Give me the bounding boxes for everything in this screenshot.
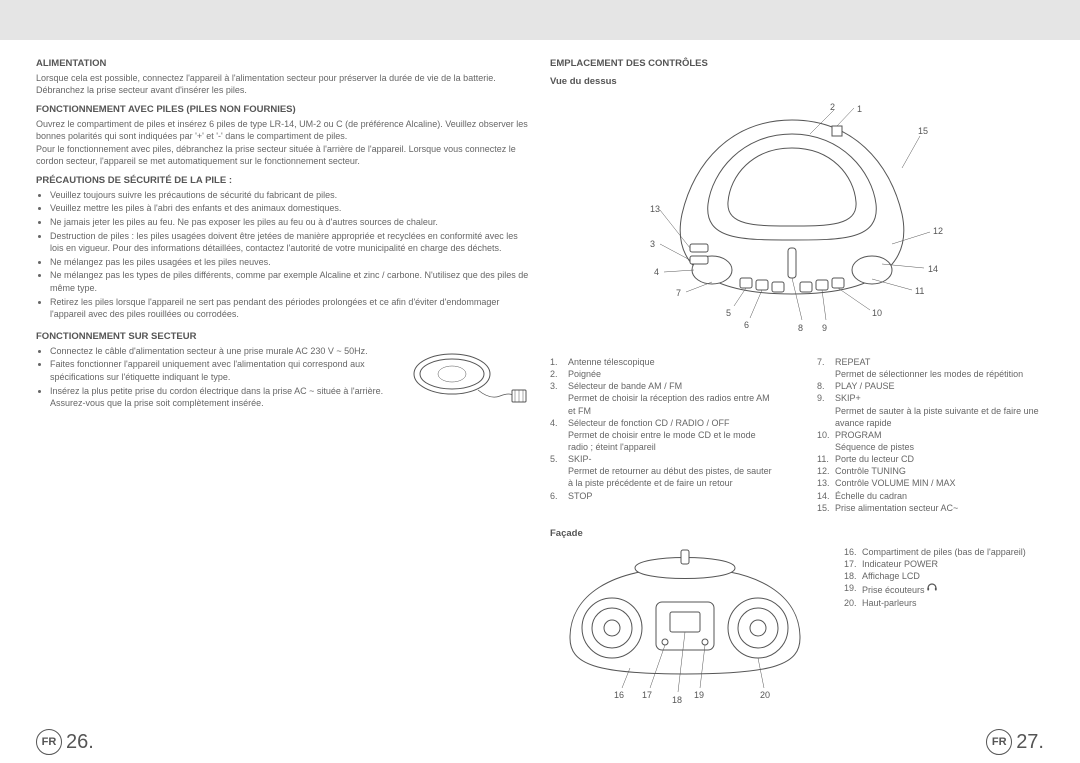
left-page-number: FR 26.	[36, 729, 94, 755]
headphone-icon	[927, 582, 937, 595]
svg-text:3: 3	[650, 239, 655, 249]
precaution-item: Ne mélangez pas les types de piles diffé…	[50, 269, 530, 294]
svg-text:8: 8	[798, 323, 803, 333]
svg-text:20: 20	[760, 690, 770, 700]
secteur-item: Faites fonctionner l'appareil uniquement…	[50, 358, 396, 383]
heading-secteur: FONCTIONNEMENT SUR SECTEUR	[36, 331, 530, 342]
right-page-number: FR 27.	[986, 729, 1044, 755]
precaution-item: Veuillez mettre les piles à l'abri des e…	[50, 202, 530, 215]
content: ALIMENTATION Lorsque cela est possible, …	[0, 40, 1080, 708]
svg-text:19: 19	[694, 690, 704, 700]
precaution-item: Ne mélangez pas les piles usagées et les…	[50, 256, 530, 269]
svg-text:7: 7	[676, 288, 681, 298]
svg-text:4: 4	[654, 267, 659, 277]
controls-labels-left: 1.Antenne télescopique2.Poignée3.Sélecte…	[550, 356, 777, 514]
control-label: 13.Contrôle VOLUME MIN / MAX	[817, 477, 1044, 489]
control-label: 20.Haut-parleurs	[844, 597, 1044, 609]
control-label: 19.Prise écouteurs	[844, 582, 1044, 596]
precaution-item: Destruction de piles : les piles usagées…	[50, 230, 530, 255]
secteur-list: Connectez le câble d'alimentation secteu…	[36, 345, 396, 410]
svg-text:1: 1	[857, 104, 862, 114]
svg-text:16: 16	[614, 690, 624, 700]
heading-alimentation: ALIMENTATION	[36, 58, 530, 69]
subheading-vue-dessus: Vue du dessus	[550, 76, 1044, 87]
control-label: Permet de retourner au début des pistes,…	[550, 465, 777, 489]
svg-text:12: 12	[933, 226, 943, 236]
para-alimentation: Lorsque cela est possible, connectez l'a…	[36, 72, 530, 96]
front-labels: 16.Compartiment de piles (bas de l'appar…	[844, 546, 1044, 609]
svg-text:2: 2	[830, 102, 835, 112]
subheading-facade: Façade	[550, 528, 1044, 539]
svg-text:18: 18	[672, 695, 682, 705]
left-page: ALIMENTATION Lorsque cela est possible, …	[36, 58, 530, 708]
svg-text:5: 5	[726, 308, 731, 318]
footer: FR 26. FR 27.	[0, 729, 1080, 755]
svg-text:13: 13	[650, 204, 660, 214]
page-num-right: 27.	[1016, 731, 1044, 754]
controls-labels-right: 7.REPEATPermet de sélectionner les modes…	[817, 356, 1044, 514]
controls-labels: 1.Antenne télescopique2.Poignée3.Sélecte…	[550, 356, 1044, 514]
control-label: 4.Sélecteur de fonction CD / RADIO / OFF	[550, 417, 777, 429]
precautions-list: Veuillez toujours suivre les précautions…	[36, 189, 530, 321]
control-label: 7.REPEAT	[817, 356, 1044, 368]
para-piles-1: Ouvrez le compartiment de piles et insér…	[36, 118, 530, 142]
control-label: 1.Antenne télescopique	[550, 356, 777, 368]
svg-text:10: 10	[872, 308, 882, 318]
control-label: Séquence de pistes	[817, 441, 1044, 453]
header-strip	[0, 0, 1080, 40]
top-view-diagram: 1 2 15 13 3 4 7 5 6 8 9 10 11 14 12	[550, 94, 1044, 342]
secteur-item: Connectez le câble d'alimentation secteu…	[50, 345, 396, 358]
svg-text:11: 11	[915, 286, 924, 296]
sector-row: Connectez le câble d'alimentation secteu…	[36, 345, 530, 411]
svg-text:14: 14	[928, 264, 938, 274]
svg-text:6: 6	[744, 320, 749, 330]
control-label: 5.SKIP-	[550, 453, 777, 465]
lang-badge-left: FR	[36, 729, 62, 755]
right-page: EMPLACEMENT DES CONTRÔLES Vue du dessus	[550, 58, 1044, 708]
control-label: 15.Prise alimentation secteur AC~	[817, 502, 1044, 514]
precaution-item: Ne jamais jeter les piles au feu. Ne pas…	[50, 216, 530, 229]
precaution-item: Retirez les piles lorsque l'appareil ne …	[50, 296, 530, 321]
para-piles-2: Pour le fonctionnement avec piles, débra…	[36, 143, 530, 167]
front-view-diagram: 16 17 18 19 20	[550, 546, 820, 708]
lang-badge-right: FR	[986, 729, 1012, 755]
control-label: 3.Sélecteur de bande AM / FM	[550, 380, 777, 392]
control-label: 6.STOP	[550, 490, 777, 502]
secteur-item: Insérez la plus petite prise du cordon é…	[50, 385, 396, 410]
control-label: 12.Contrôle TUNING	[817, 465, 1044, 477]
sector-illustration	[410, 345, 530, 407]
control-label: 9.SKIP+	[817, 392, 1044, 404]
control-label: 2.Poignée	[550, 368, 777, 380]
control-label: 18.Affichage LCD	[844, 570, 1044, 582]
control-label: Permet de sauter à la piste suivante et …	[817, 405, 1044, 429]
heading-precautions: PRÉCAUTIONS DE SÉCURITÉ DE LA PILE :	[36, 175, 530, 186]
control-label: Permet de sélectionner les modes de répé…	[817, 368, 1044, 380]
svg-text:15: 15	[918, 126, 928, 136]
control-label: 17.Indicateur POWER	[844, 558, 1044, 570]
svg-text:17: 17	[642, 690, 652, 700]
control-label: Permet de choisir la réception des radio…	[550, 392, 777, 416]
page-num-left: 26.	[66, 731, 94, 754]
front-row: 16 17 18 19 20 16.Compartiment de piles …	[550, 546, 1044, 708]
svg-text:9: 9	[822, 323, 827, 333]
precaution-item: Veuillez toujours suivre les précautions…	[50, 189, 530, 202]
control-label: Permet de choisir entre le mode CD et le…	[550, 429, 777, 453]
control-label: 16.Compartiment de piles (bas de l'appar…	[844, 546, 1044, 558]
control-label: 10.PROGRAM	[817, 429, 1044, 441]
control-label: 14.Échelle du cadran	[817, 490, 1044, 502]
control-label: 11.Porte du lecteur CD	[817, 453, 1044, 465]
heading-controles: EMPLACEMENT DES CONTRÔLES	[550, 58, 1044, 69]
heading-piles: FONCTIONNEMENT AVEC PILES (PILES NON FOU…	[36, 104, 530, 115]
control-label: 8.PLAY / PAUSE	[817, 380, 1044, 392]
